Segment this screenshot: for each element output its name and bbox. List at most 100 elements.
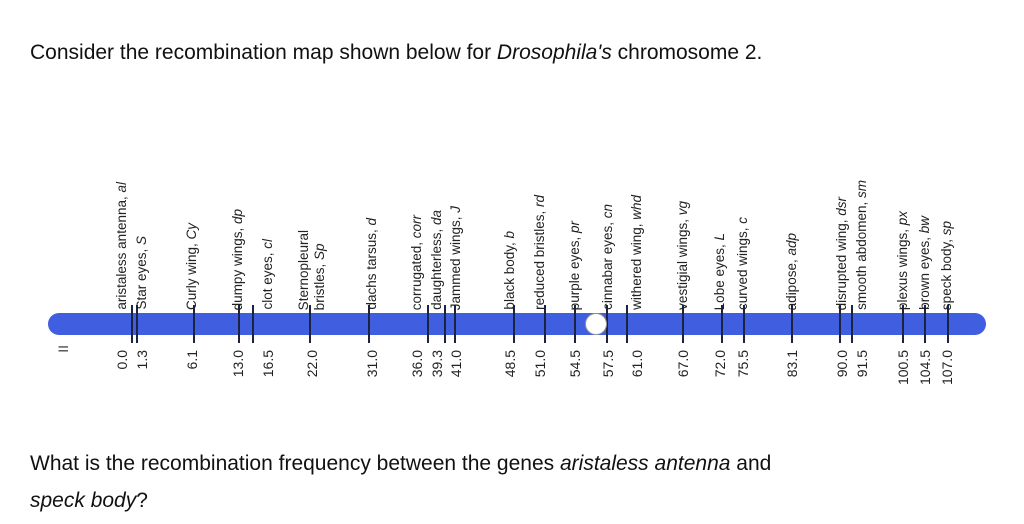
gene-label: speck body, sp bbox=[939, 221, 955, 310]
map-position: 51.0 bbox=[532, 350, 548, 378]
gene-name: plexus wings, bbox=[895, 225, 910, 310]
gene-name: vestigial wings, bbox=[675, 215, 690, 310]
gene-symbol: px bbox=[895, 210, 910, 226]
map-position: 54.5 bbox=[567, 350, 583, 378]
gene-label: reduced bristles, rd bbox=[532, 195, 548, 310]
map-position: 61.0 bbox=[629, 350, 645, 378]
map-position: 72.0 bbox=[712, 350, 728, 378]
marker-tick bbox=[574, 305, 576, 343]
map-position: 36.0 bbox=[409, 350, 425, 378]
gene-symbol: rd bbox=[532, 195, 547, 208]
gene-symbol: adp bbox=[784, 232, 799, 256]
gene-symbol: bw bbox=[917, 216, 932, 234]
gene-name: black body, bbox=[502, 238, 517, 310]
gene-symbol: corr bbox=[409, 214, 424, 238]
marker-tick bbox=[682, 305, 684, 343]
gene-symbol: cl bbox=[260, 239, 275, 250]
gene-name: speck body, bbox=[939, 235, 954, 310]
gene-symbol: sm bbox=[854, 180, 869, 199]
marker-tick bbox=[721, 305, 723, 343]
gene-name: Jammed wings, bbox=[448, 212, 463, 310]
gene-label: curved wings, c bbox=[735, 217, 751, 310]
question-text: What is the recombination frequency betw… bbox=[30, 445, 1010, 519]
gene-label: daughterless, da bbox=[429, 210, 445, 310]
gene-symbol: d bbox=[364, 218, 379, 226]
gene-name: Lobe eyes, bbox=[712, 240, 727, 310]
gene-name: reduced bristles, bbox=[532, 207, 547, 310]
gene-2: speck body bbox=[30, 489, 137, 512]
gene-label: Lobe eyes, L bbox=[712, 233, 728, 310]
map-position: 1.3 bbox=[134, 350, 150, 370]
centromere bbox=[585, 313, 607, 335]
intro-text: Consider the recombination map shown bel… bbox=[30, 41, 497, 64]
gene-name: clot eyes, bbox=[260, 249, 275, 310]
map-position: 107.0 bbox=[939, 350, 955, 386]
gene-label: dachs tarsus, d bbox=[364, 218, 380, 310]
gene-symbol: L bbox=[712, 232, 727, 241]
gene-label: Curly wing, Cy bbox=[184, 223, 200, 310]
chromosome-bar bbox=[48, 313, 986, 335]
species-name: Drosophila's bbox=[496, 41, 612, 64]
map-position: 41.0 bbox=[448, 350, 464, 378]
gene-label: disrupted wing, dsr bbox=[834, 197, 850, 310]
marker-tick bbox=[252, 305, 254, 343]
gene-label: Jammed wings, J bbox=[448, 206, 464, 310]
question-pre: What is the recombination frequency betw… bbox=[30, 452, 560, 475]
marker-tick bbox=[444, 305, 446, 343]
gene-name: disrupted wing, bbox=[834, 215, 849, 310]
map-position: 83.1 bbox=[784, 350, 800, 378]
marker-tick bbox=[743, 305, 745, 343]
map-position: 67.0 bbox=[675, 350, 691, 378]
marker-tick bbox=[427, 305, 429, 343]
gene-name: brown eyes, bbox=[917, 233, 932, 310]
question-intro: Consider the recombination map shown bel… bbox=[30, 38, 762, 68]
gene-name: withered wing, bbox=[629, 219, 644, 310]
map-position: 6.1 bbox=[184, 350, 200, 370]
map-position: 13.0 bbox=[230, 350, 246, 378]
gene-name: aristaless antenna, bbox=[114, 192, 129, 310]
gene-label: vestigial wings, vg bbox=[675, 201, 691, 310]
gene-name: curved wings, bbox=[735, 223, 750, 310]
marker-tick bbox=[902, 305, 904, 343]
marker-tick bbox=[606, 305, 608, 343]
gene-label: Sternopleural bristles, Sp bbox=[296, 230, 328, 310]
gene-name: daughterless, bbox=[429, 225, 444, 310]
gene-name: Star eyes, bbox=[134, 245, 149, 310]
marker-tick bbox=[626, 305, 628, 343]
marker-tick bbox=[544, 305, 546, 343]
map-position: 0.0 bbox=[114, 350, 130, 370]
gene-label: clot eyes, cl bbox=[260, 239, 276, 310]
gene-name: corrugated, bbox=[409, 237, 424, 310]
map-position: 39.3 bbox=[429, 350, 445, 378]
marker-tick bbox=[193, 305, 195, 343]
gene-label: withered wing, whd bbox=[629, 195, 645, 310]
gene-label: cinnabar eyes, cn bbox=[600, 204, 616, 310]
gene-label: plexus wings, px bbox=[895, 211, 911, 310]
map-position: 90.0 bbox=[834, 350, 850, 378]
marker-tick bbox=[238, 305, 240, 343]
gene-symbol: dsr bbox=[834, 196, 849, 216]
gene-label: smooth abdomen, sm bbox=[854, 180, 870, 310]
marker-tick bbox=[136, 305, 138, 343]
gene-name: cinnabar eyes, bbox=[600, 218, 615, 310]
marker-tick bbox=[513, 305, 515, 343]
gene-symbol: J bbox=[448, 205, 463, 213]
gene-symbol: Cy bbox=[184, 222, 199, 240]
marker-tick bbox=[924, 305, 926, 343]
gene-symbol: c bbox=[735, 216, 750, 224]
marker-tick bbox=[454, 305, 456, 343]
gene-name: dumpy wings, bbox=[230, 223, 245, 310]
gene-name: smooth abdomen, bbox=[854, 198, 869, 310]
gene-symbol: b bbox=[502, 231, 517, 239]
marker-tick bbox=[947, 305, 949, 343]
gene-symbol: al bbox=[114, 182, 129, 193]
gene-name: adipose, bbox=[784, 255, 799, 310]
marker-tick bbox=[851, 305, 853, 343]
marker-tick bbox=[368, 305, 370, 343]
gene-label: corrugated, corr bbox=[409, 215, 425, 310]
marker-tick bbox=[839, 305, 841, 343]
question-mid: and bbox=[730, 452, 772, 475]
gene-label: dumpy wings, dp bbox=[230, 209, 246, 310]
gene-label: brown eyes, bw bbox=[917, 216, 933, 310]
map-position: 104.5 bbox=[917, 350, 933, 386]
